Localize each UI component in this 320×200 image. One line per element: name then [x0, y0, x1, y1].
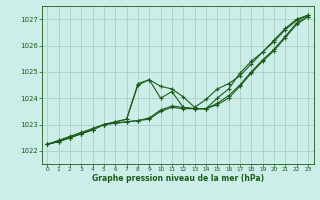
X-axis label: Graphe pression niveau de la mer (hPa): Graphe pression niveau de la mer (hPa) [92, 174, 264, 183]
